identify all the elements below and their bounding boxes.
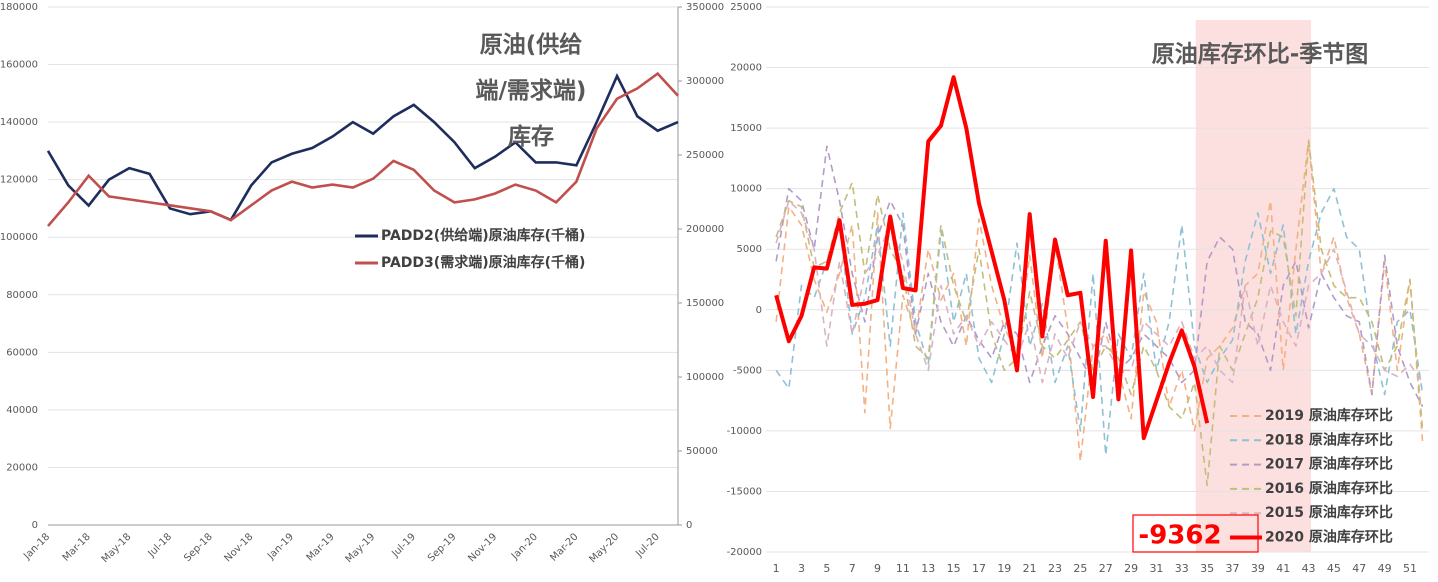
x-tick-label: 47 <box>1352 562 1366 575</box>
x-tick-label: 45 <box>1327 562 1341 575</box>
legend-label: PADD2(供给端)原油库存(千桶) <box>381 227 585 244</box>
legend-label: 2020 原油库存环比 <box>1265 529 1393 546</box>
x-tick-label: 37 <box>1226 562 1240 575</box>
chart-title: 原油库存环比-季节图 <box>1152 41 1369 68</box>
series-line <box>775 139 1424 487</box>
x-tick-label: May-20 <box>587 531 621 565</box>
x-tick-label: Nov-18 <box>223 531 256 564</box>
x-tick-label: 25 <box>1073 562 1087 575</box>
series-line <box>47 71 679 227</box>
y-tick-label: 0 <box>756 305 762 316</box>
y-tick-label: 5000 <box>737 244 762 255</box>
y2-tick-label: 350000 <box>686 2 724 13</box>
x-tick-label: 11 <box>896 562 910 575</box>
series-line <box>46 73 679 222</box>
x-tick-label: Jan-20 <box>509 531 540 562</box>
y-tick-label: 40000 <box>6 405 38 416</box>
y-tick-label: -5000 <box>733 365 762 376</box>
x-tick-label: Nov-19 <box>466 531 499 564</box>
x-tick-label: 7 <box>849 562 856 575</box>
y-tick-label: -20000 <box>727 547 762 558</box>
x-tick-label: Mar-18 <box>61 531 93 563</box>
y-tick-label: 80000 <box>6 290 38 301</box>
chart-title: 原油(供给端/需求端)库存 <box>475 32 587 150</box>
x-tick-label: 35 <box>1200 562 1214 575</box>
y-tick-label: 20000 <box>6 462 38 473</box>
x-tick-label: Jul-20 <box>633 531 662 560</box>
y2-tick-label: 50000 <box>686 446 718 457</box>
legend-label: 2018 原油库存环比 <box>1265 431 1393 448</box>
y-tick-label: 15000 <box>730 123 762 134</box>
x-tick-label: 17 <box>972 562 986 575</box>
x-tick-label: Mar-19 <box>305 531 337 563</box>
x-tick-label: 3 <box>798 562 805 575</box>
y-tick-label: 160000 <box>0 60 38 71</box>
y-tick-label: 60000 <box>6 347 38 358</box>
y-tick-label: 20000 <box>730 63 762 74</box>
x-tick-label: 15 <box>947 562 961 575</box>
x-tick-label: 39 <box>1251 562 1265 575</box>
legend-label: 2015 原油库存环比 <box>1265 504 1393 521</box>
y2-tick-label: 300000 <box>686 76 724 87</box>
y-tick-label: -15000 <box>727 486 762 497</box>
annotation-box <box>1132 514 1259 553</box>
legend-label: 2019 原油库存环比 <box>1265 407 1393 424</box>
x-tick-label: 29 <box>1124 562 1138 575</box>
x-tick-label: 41 <box>1276 562 1290 575</box>
x-tick-label: Jan-18 <box>21 531 52 562</box>
x-tick-label: Jan-19 <box>265 531 296 562</box>
x-tick-label: May-18 <box>100 531 134 565</box>
y2-tick-label: 200000 <box>686 224 724 235</box>
x-tick-label: Jul-19 <box>389 531 418 560</box>
x-tick-label: 43 <box>1302 562 1316 575</box>
x-tick-label: Mar-20 <box>548 531 580 563</box>
y-tick-label: 180000 <box>0 2 38 13</box>
series-line <box>775 199 1424 384</box>
x-tick-label: 23 <box>1048 562 1062 575</box>
x-tick-label: 31 <box>1149 562 1163 575</box>
y-tick-label: 25000 <box>730 2 762 13</box>
x-tick-label: 13 <box>921 562 935 575</box>
x-tick-label: Sep-18 <box>182 531 215 564</box>
x-tick-label: 49 <box>1378 562 1392 575</box>
x-tick-label: 5 <box>823 562 830 575</box>
y-tick-label: 120000 <box>0 175 38 186</box>
series-line <box>775 187 1424 456</box>
y-tick-label: 140000 <box>0 117 38 128</box>
x-tick-label: 1 <box>773 562 780 575</box>
annotation: -9362 <box>1138 521 1221 551</box>
y2-tick-label: 0 <box>686 520 692 531</box>
y2-tick-label: 250000 <box>686 150 724 161</box>
x-tick-label: 19 <box>997 562 1011 575</box>
x-tick-label: Sep-19 <box>426 531 459 564</box>
x-tick-label: 51 <box>1403 562 1417 575</box>
y-tick-label: 0 <box>32 520 38 531</box>
x-tick-label: May-19 <box>344 531 378 565</box>
y-tick-label: 10000 <box>730 184 762 195</box>
series-line <box>774 75 1210 441</box>
x-tick-label: Jul-18 <box>146 531 175 560</box>
legend-label: 2017 原油库存环比 <box>1265 456 1393 473</box>
legend-label: PADD3(需求端)原油库存(千桶) <box>381 254 585 271</box>
legend-label: 2016 原油库存环比 <box>1265 480 1393 497</box>
x-tick-label: 33 <box>1175 562 1189 575</box>
y2-tick-label: 100000 <box>686 372 724 383</box>
series-line <box>775 145 1424 408</box>
y-tick-label: 100000 <box>0 232 38 243</box>
y-tick-label: -10000 <box>727 426 762 437</box>
y2-tick-label: 150000 <box>686 298 724 309</box>
x-tick-label: 9 <box>874 562 881 575</box>
x-tick-label: 21 <box>1023 562 1037 575</box>
x-tick-label: 27 <box>1099 562 1113 575</box>
